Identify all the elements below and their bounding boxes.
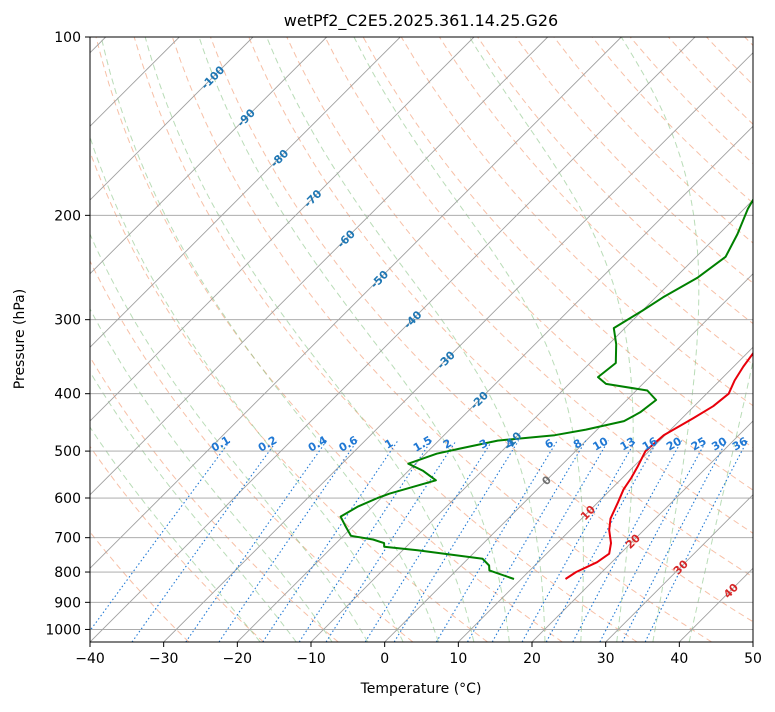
mixing-ratio-line xyxy=(219,441,357,642)
dry-adiabat xyxy=(0,37,264,642)
dry-adiabat xyxy=(668,37,775,642)
isotherm-line xyxy=(753,37,775,642)
y-tick-label: 800 xyxy=(54,565,81,581)
mixing-ratio-line xyxy=(492,441,608,642)
dry-adiabat xyxy=(707,37,775,642)
isotherm-label: 10 xyxy=(578,503,598,523)
dry-adiabat xyxy=(745,37,775,642)
isotherm-label: -50 xyxy=(368,268,391,291)
isotherm-line xyxy=(0,37,327,642)
dry-adiabat xyxy=(592,37,775,642)
dry-adiabat xyxy=(0,37,189,642)
moist-adiabat xyxy=(5,37,332,642)
dry-adiabat xyxy=(134,37,637,642)
isotherm-line xyxy=(385,37,775,642)
isotherm-line xyxy=(90,37,695,642)
y-tick-label: 100 xyxy=(54,30,81,46)
y-tick-label: 1000 xyxy=(45,622,81,638)
isotherm-line xyxy=(458,37,775,642)
y-tick-label: 500 xyxy=(54,444,81,460)
moist-adiabat xyxy=(689,37,775,642)
mixing-ratio-line xyxy=(186,441,327,642)
x-tick-label: −40 xyxy=(75,651,105,667)
isotherm-label: -30 xyxy=(435,348,458,371)
dry-adiabat xyxy=(554,37,775,642)
y-tick-label: 400 xyxy=(54,387,81,403)
x-tick-label: 40 xyxy=(670,651,688,667)
isotherm-line xyxy=(679,37,775,642)
isotherm-line xyxy=(532,37,775,642)
background-grid xyxy=(0,37,775,642)
y-tick-label: 200 xyxy=(54,208,81,224)
y-tick-label: 600 xyxy=(54,491,81,507)
dry-adiabat xyxy=(516,37,775,642)
moist-adiabat xyxy=(101,37,438,642)
isotherm-line xyxy=(0,37,400,642)
x-tick-label: −10 xyxy=(296,651,326,667)
x-axis-label: Temperature (°C) xyxy=(360,681,482,697)
mixing-ratio-line xyxy=(600,441,706,642)
isotherm-label: -60 xyxy=(335,227,358,250)
isotherm-line xyxy=(311,37,775,642)
moist-adiabat xyxy=(0,37,260,642)
isotherm-line xyxy=(0,37,253,642)
isotherm-label: 30 xyxy=(671,557,691,577)
x-tick-label: −30 xyxy=(149,651,179,667)
chart-title: wetPf2_C2E5.2025.361.14.25.G26 xyxy=(284,11,558,31)
dry-adiabat xyxy=(0,37,338,642)
mixing-ratio-label: 3 xyxy=(477,437,490,452)
mixing-ratio-line xyxy=(394,441,519,642)
x-tick-label: 0 xyxy=(380,651,389,667)
moist-adiabat xyxy=(64,37,403,642)
x-tick-label: 10 xyxy=(449,651,467,667)
mixing-ratio-label: 6 xyxy=(543,436,556,451)
axes: −40 −30 −20 −10 0 10 20 30 40 50 100 200 300 400 500 60… xyxy=(45,30,762,667)
y-tick-label: 300 xyxy=(54,313,81,329)
isotherm-line xyxy=(0,37,548,642)
x-tick-label: −20 xyxy=(223,651,253,667)
isotherm-line xyxy=(16,37,621,642)
mixing-ratio-line xyxy=(132,441,277,642)
isotherm-label: 40 xyxy=(721,581,741,601)
y-tick-label: 700 xyxy=(54,531,81,547)
isotherm-label: -80 xyxy=(268,147,291,170)
x-tick-label: 20 xyxy=(523,651,541,667)
y-axis-label: Pressure (hPa) xyxy=(12,289,28,389)
x-tick-label: 50 xyxy=(744,651,762,667)
isotherm-label: -20 xyxy=(468,389,491,412)
isotherm-line xyxy=(237,37,775,642)
dry-adiabat xyxy=(20,37,413,642)
isotherm-line xyxy=(164,37,769,642)
isotherm-label: -40 xyxy=(401,308,424,331)
mixing-ratio-line xyxy=(365,441,492,642)
isotherm-label: -100 xyxy=(199,63,228,92)
isotherm-label: -70 xyxy=(301,187,324,210)
x-tick-label: 30 xyxy=(597,651,615,667)
mixing-ratio-line xyxy=(82,441,231,642)
isotherm-label: 20 xyxy=(623,531,643,551)
isotherm-line xyxy=(0,37,474,642)
y-tick-label: 900 xyxy=(54,595,81,611)
isotherm-label: -10 xyxy=(501,429,524,452)
moist-adiabat xyxy=(33,37,368,642)
